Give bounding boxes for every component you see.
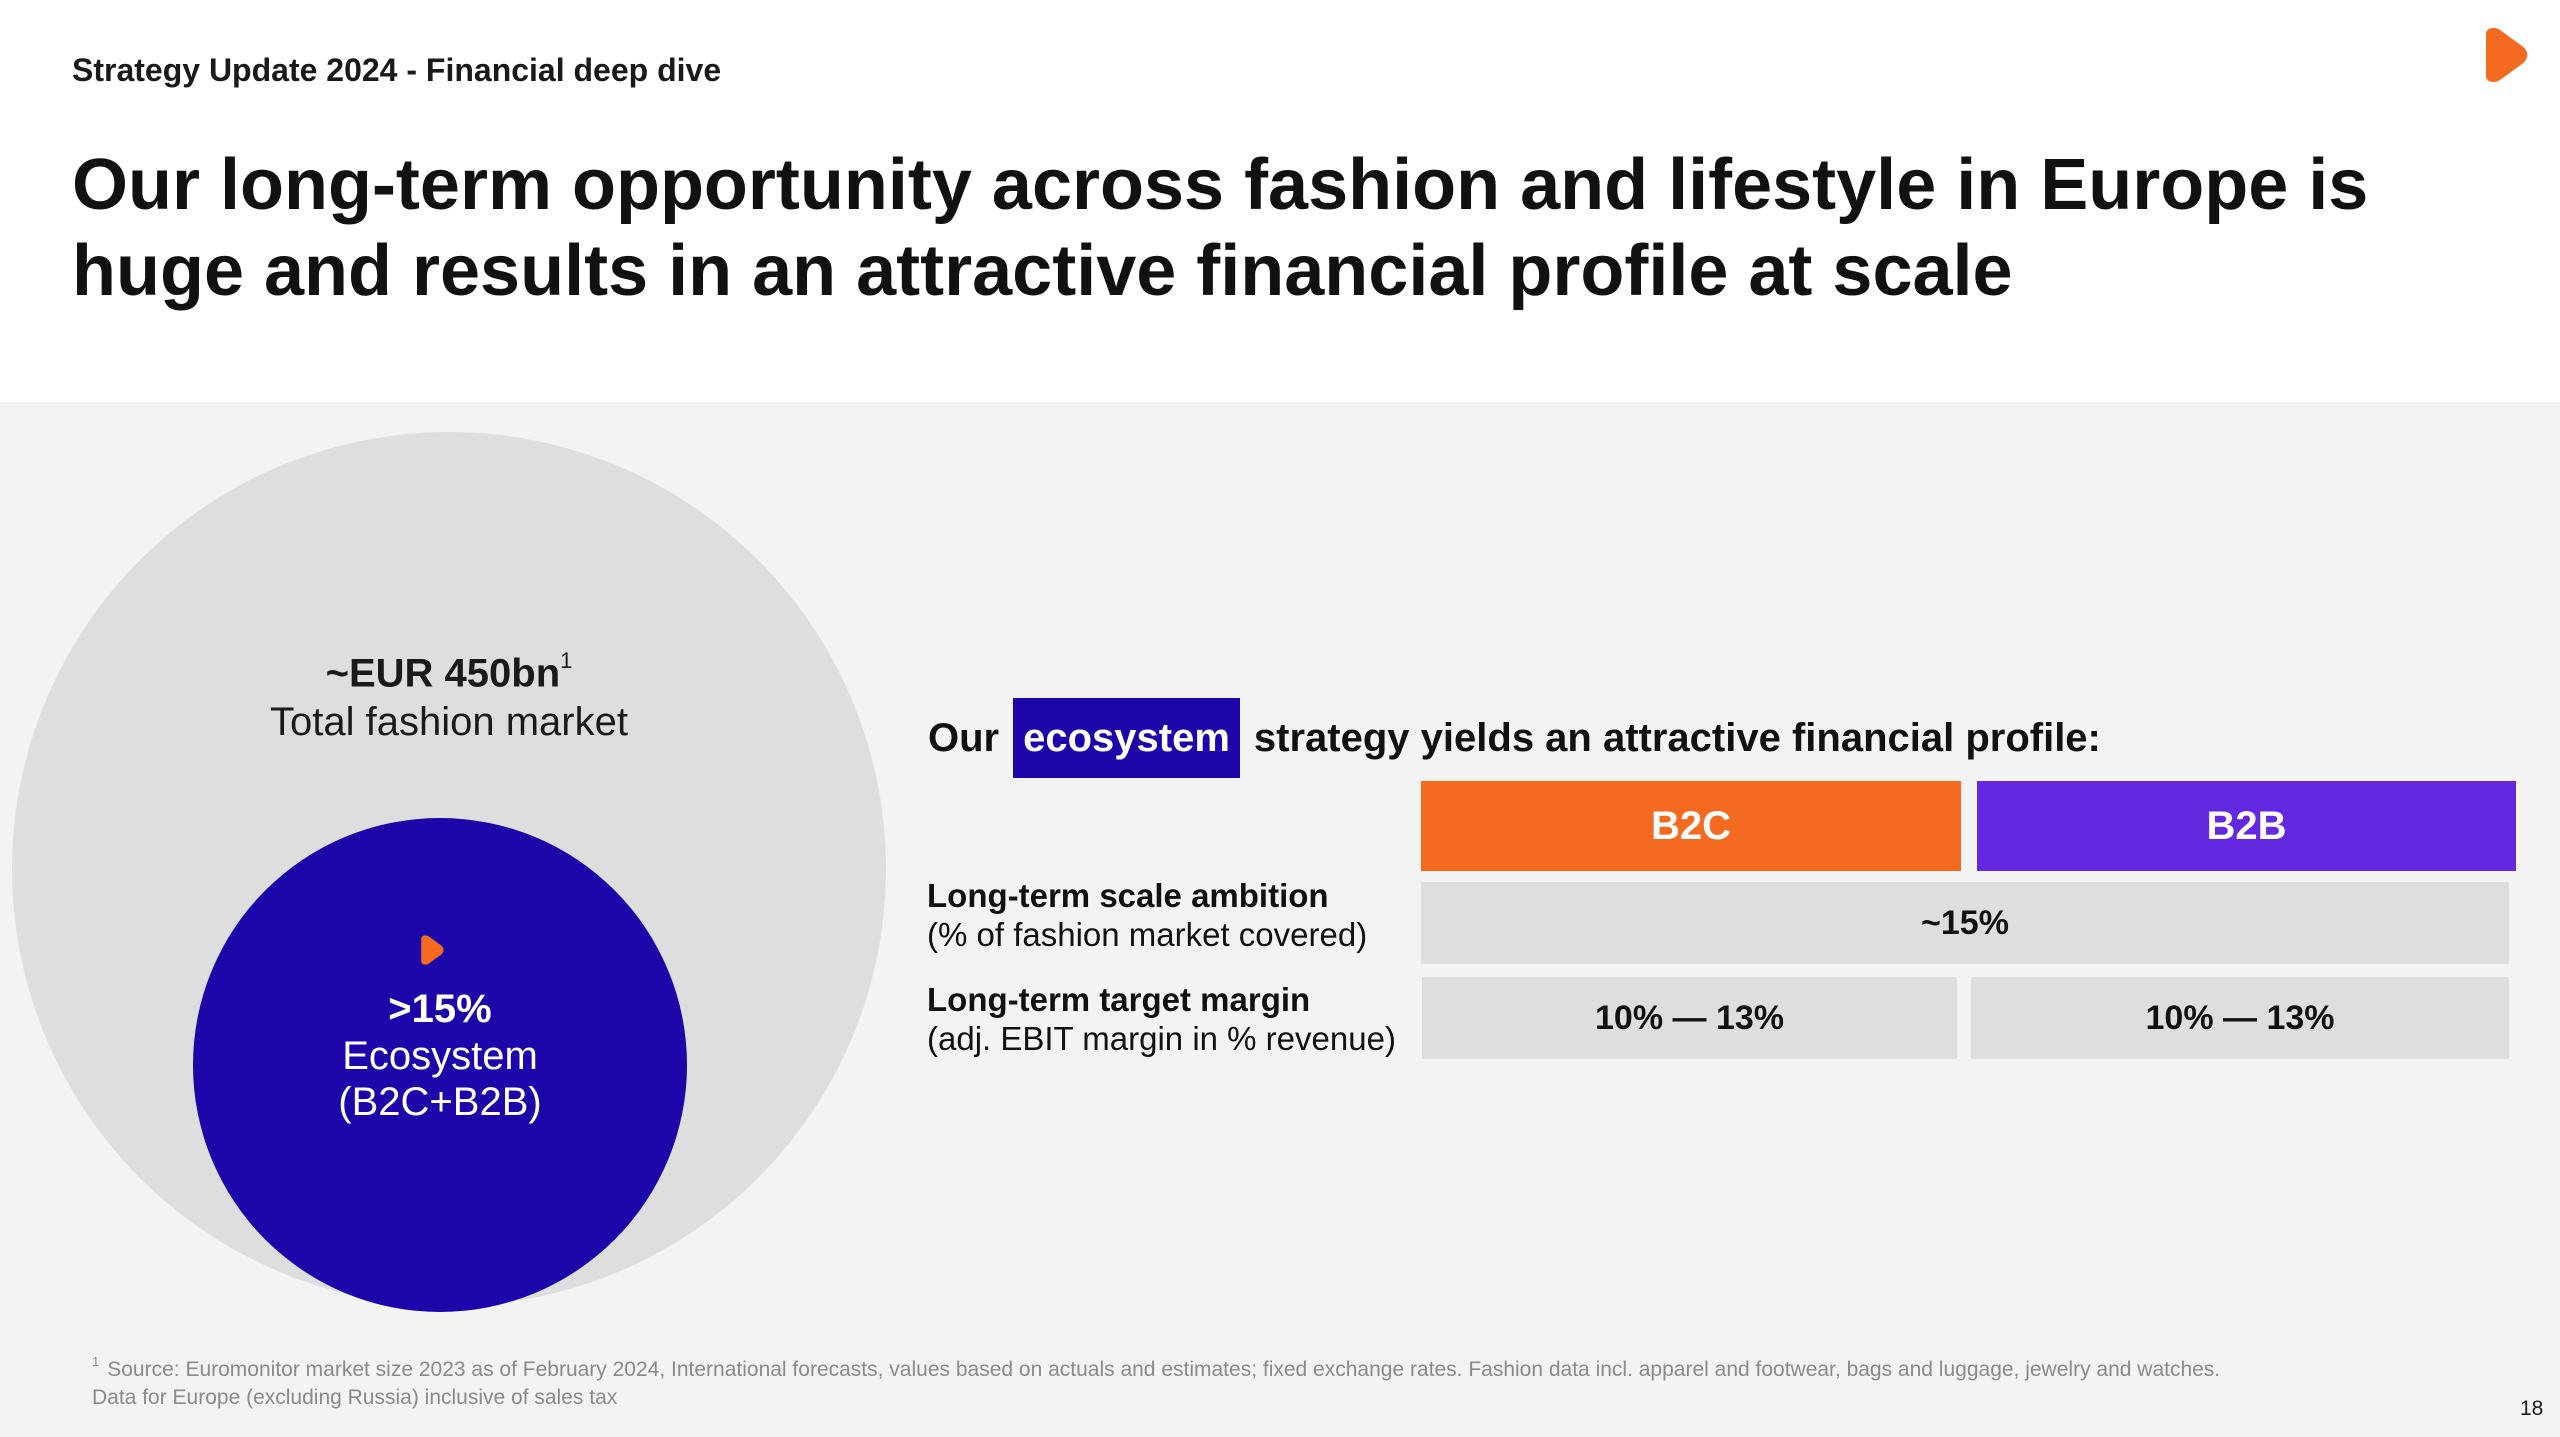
row-subtitle: (adj. EBIT margin in % revenue): [927, 1020, 1396, 1057]
row-label-scale-ambition: Long-term scale ambition (% of fashion m…: [927, 876, 1407, 954]
strategy-prefix: Our: [928, 715, 1000, 760]
row-title: Long-term scale ambition: [927, 877, 1329, 914]
column-header-b2c: B2C: [1421, 781, 1961, 871]
breadcrumb: Strategy Update 2024 - Financial deep di…: [72, 52, 722, 88]
source-footnote: 1 Source: Euromonitor market size 2023 as…: [92, 1350, 2442, 1412]
total-market-label-group: ~EUR 450bn1 Total fashion market: [199, 640, 699, 746]
ecosystem-highlight: ecosystem: [1013, 698, 1240, 778]
row-title: Long-term target margin: [927, 981, 1311, 1018]
footnote-marker: 1: [560, 648, 573, 673]
row-label-target-margin: Long-term target margin (adj. EBIT margi…: [927, 980, 1407, 1058]
strategy-suffix: strategy yields an attractive financial …: [1253, 715, 2101, 760]
brand-logo-icon: [2486, 28, 2528, 82]
footnote-line-1: 1 Source: Euromonitor market size 2023 as…: [92, 1354, 2221, 1381]
total-market-value: ~EUR 450bn1: [325, 648, 573, 696]
ecosystem-value: >15%: [388, 987, 492, 1031]
footnote-marker: 1: [92, 1354, 100, 1369]
page-number: 18: [2520, 1397, 2544, 1420]
total-market-label: Total fashion market: [270, 700, 628, 745]
brand-logo-small-icon: [421, 935, 444, 965]
slide-title: Our long-term opportunity across fashion…: [72, 145, 2369, 311]
row-subtitle: (% of fashion market covered): [927, 916, 1368, 953]
ecosystem-label-group: >15% Ecosystem (B2C+B2B): [290, 985, 590, 1125]
ecosystem-sublabel: (B2C+B2B): [338, 1080, 542, 1124]
footnote-line-2: Data for Europe (excluding Russia) inclu…: [92, 1386, 618, 1409]
ecosystem-label: Ecosystem: [342, 1034, 538, 1078]
strategy-heading: Our ecosystem strategy yields an attract…: [928, 698, 2101, 778]
cell-margin-b2b: 10% — 13%: [1971, 977, 2509, 1059]
cell-scale-ambition-combined: ~15%: [1421, 882, 2509, 964]
ecosystem-circle: [193, 818, 687, 1312]
cell-margin-b2c: 10% — 13%: [1422, 977, 1957, 1059]
column-header-b2b: B2B: [1977, 781, 2516, 871]
